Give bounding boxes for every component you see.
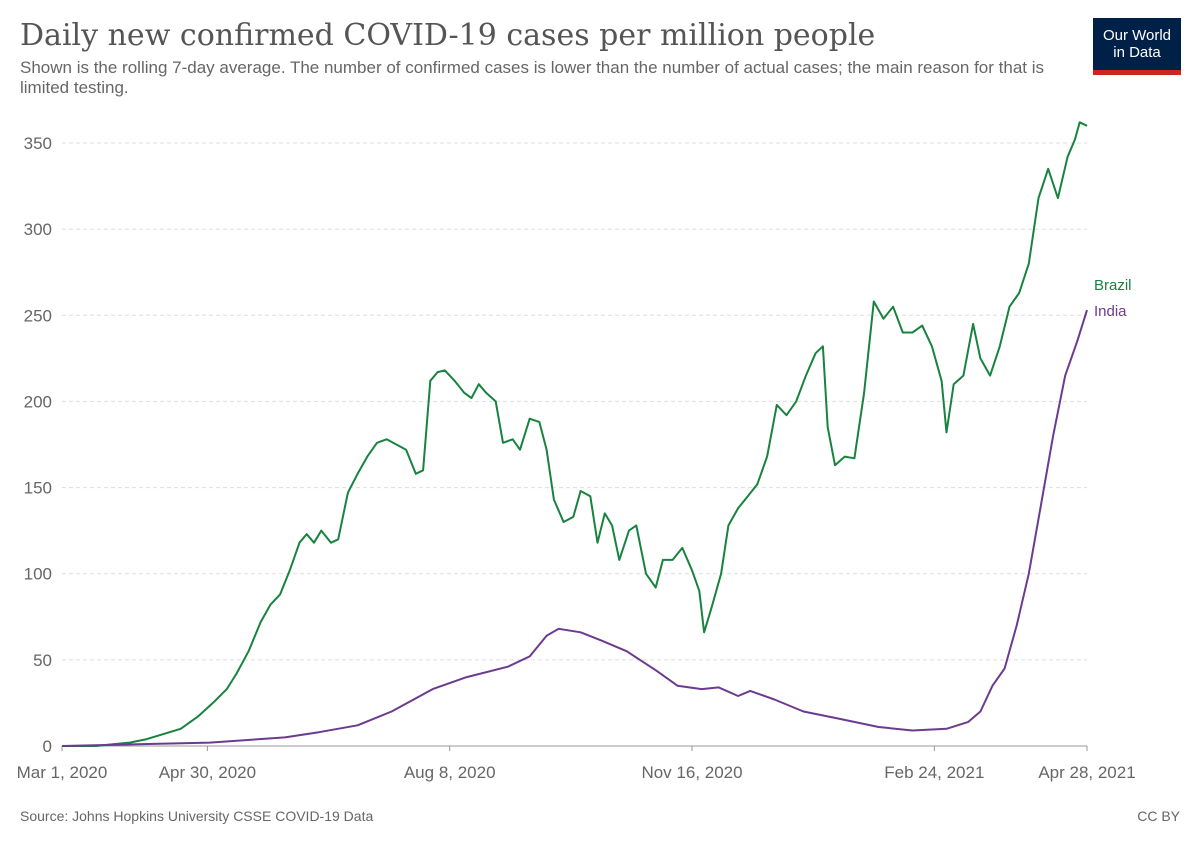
- y-tick-label: 100: [24, 565, 52, 584]
- series-label-india: India: [1094, 303, 1127, 320]
- license-note[interactable]: CC BY: [1137, 808, 1180, 824]
- y-tick-label: 250: [24, 306, 52, 325]
- axis-layer: 0 50 100 150 200 250 300 350 Mar 1, 2020 Apr 30, …: [17, 134, 1136, 782]
- line-chart: 0 50 100 150 200 250 300 350 Mar 1, 2020 Apr 30, …: [17, 121, 1136, 782]
- chart-title: Daily new confirmed COVID-19 cases per m…: [20, 18, 876, 53]
- series-line-brazil[interactable]: [62, 121, 1088, 747]
- y-tick-label: 300: [24, 220, 52, 239]
- owid-logo[interactable]: Our World in Data: [1093, 18, 1181, 75]
- grid-layer: [62, 142, 1087, 661]
- x-tick-label: Apr 30, 2020: [159, 763, 256, 782]
- x-tick-label: Mar 1, 2020: [17, 763, 108, 782]
- label-layer: Brazil India: [1094, 277, 1132, 320]
- y-tick-label: 200: [24, 392, 52, 411]
- x-tick-label: Apr 28, 2021: [1038, 763, 1135, 782]
- chart-subtitle: Shown is the rolling 7-day average. The …: [20, 58, 1045, 97]
- logo-line-1: Our World: [1102, 27, 1172, 44]
- x-tick-label: Aug 8, 2020: [404, 763, 496, 782]
- series-label-brazil: Brazil: [1094, 277, 1132, 294]
- y-tick-label: 50: [33, 651, 52, 670]
- x-tick-label: Nov 16, 2020: [641, 763, 742, 782]
- y-tick-label: 150: [24, 479, 52, 498]
- series-layer: [61, 121, 1088, 747]
- y-tick-label: 350: [24, 134, 52, 153]
- logo-line-2: in Data: [1113, 44, 1161, 61]
- y-tick-label: 0: [43, 737, 52, 756]
- series-line-india[interactable]: [61, 309, 1088, 747]
- source-note[interactable]: Source: Johns Hopkins University CSSE CO…: [20, 808, 374, 824]
- x-tick-label: Feb 24, 2021: [884, 763, 984, 782]
